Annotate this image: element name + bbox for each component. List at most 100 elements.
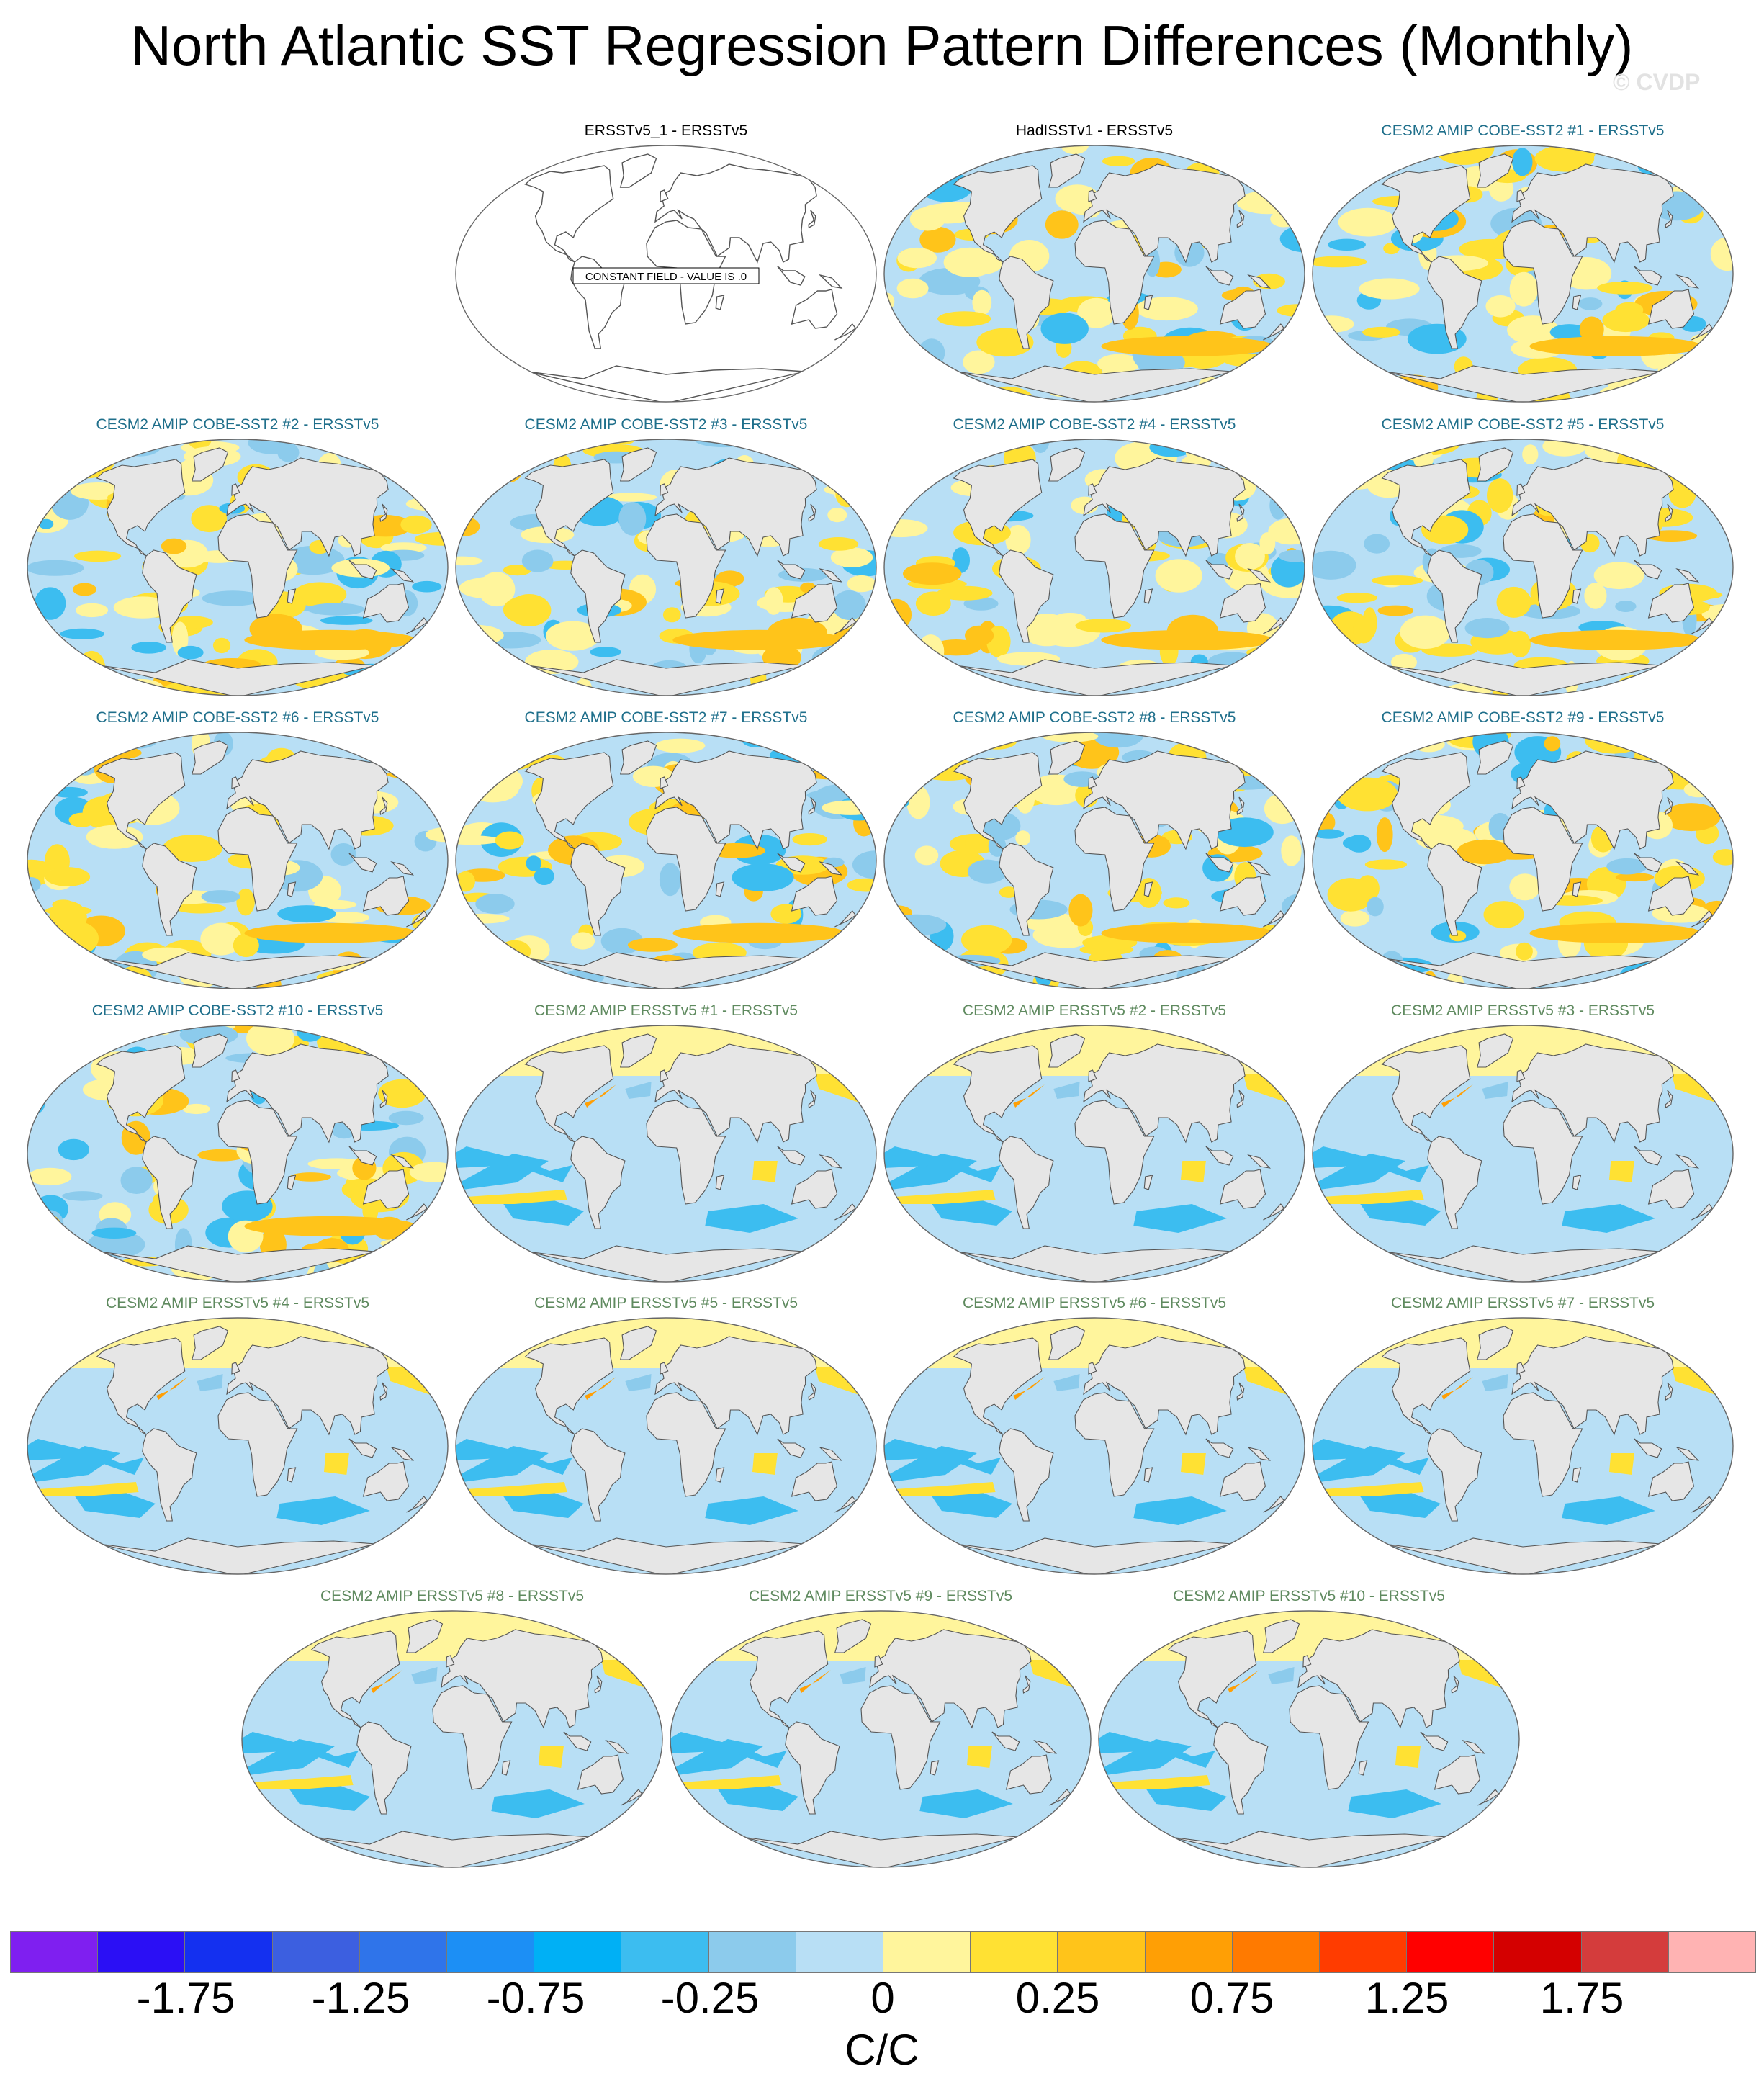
land-antarctica bbox=[1384, 952, 1662, 989]
land-nz bbox=[1691, 323, 1714, 341]
land-nz bbox=[1691, 1203, 1714, 1221]
map-panel: CESM2 AMIP COBE-SST2 #9 - ERSSTv5 bbox=[1311, 709, 1734, 990]
land-antarctica bbox=[1384, 1537, 1662, 1574]
map-panel: CESM2 AMIP ERSSTv5 #10 - ERSSTv5 bbox=[1097, 1588, 1521, 1869]
panel-title: CESM2 AMIP ERSSTv5 #3 - ERSSTv5 bbox=[1390, 1002, 1655, 1019]
map-panel: ERSSTv5_1 - ERSSTv5 CONSTANT FIELD - VALU… bbox=[454, 122, 878, 403]
land-japan bbox=[1665, 210, 1673, 228]
land-madagascar bbox=[1143, 881, 1153, 897]
land-indonesia bbox=[1634, 560, 1662, 580]
land-japan bbox=[1236, 503, 1245, 522]
colorbar-box bbox=[621, 1931, 709, 1973]
land-namerica bbox=[739, 1630, 829, 1728]
land-antarctica bbox=[527, 1245, 805, 1282]
land-australia bbox=[1219, 583, 1266, 623]
colorbar-units: C/C bbox=[845, 2026, 919, 2074]
land-antarctica bbox=[99, 1245, 377, 1282]
land-newguinea bbox=[1247, 861, 1272, 876]
map-panel: CESM2 AMIP ERSSTv5 #3 - ERSSTv5 bbox=[1311, 1002, 1734, 1283]
land-indonesia bbox=[777, 560, 806, 580]
land-newguinea bbox=[1675, 567, 1700, 583]
land-madagascar bbox=[1143, 588, 1153, 604]
land-indonesia bbox=[348, 853, 377, 873]
world-map bbox=[454, 1024, 878, 1283]
land-samerica bbox=[1427, 1428, 1482, 1522]
land-indonesia bbox=[1634, 266, 1662, 286]
panel-title: CESM2 AMIP COBE-SST2 #9 - ERSSTv5 bbox=[1381, 709, 1665, 726]
land-greenland bbox=[405, 1619, 444, 1653]
land-greenland bbox=[1476, 1033, 1514, 1068]
land-japan bbox=[1665, 1090, 1673, 1108]
panel-title: CESM2 AMIP COBE-SST2 #1 - ERSSTv5 bbox=[1381, 122, 1665, 139]
land-uk bbox=[660, 1362, 669, 1375]
land-samerica bbox=[999, 1428, 1054, 1522]
land-namerica bbox=[524, 1337, 614, 1435]
colorbar-tick-label: 1.75 bbox=[1539, 1974, 1624, 2022]
land-africa bbox=[1074, 220, 1155, 325]
land-antarctica bbox=[1384, 365, 1662, 402]
panel-title: CESM2 AMIP ERSSTv5 #10 - ERSSTv5 bbox=[1173, 1588, 1445, 1604]
land-australia bbox=[791, 1169, 838, 1209]
land-antarctica bbox=[1170, 1831, 1448, 1867]
land-newguinea bbox=[1675, 861, 1700, 876]
land-madagascar bbox=[1143, 1175, 1153, 1190]
panel-title: CESM2 AMIP ERSSTv5 #7 - ERSSTv5 bbox=[1390, 1295, 1655, 1311]
land-madagascar bbox=[1358, 1760, 1368, 1776]
land-indonesia bbox=[1634, 1438, 1662, 1458]
land-antarctica bbox=[955, 365, 1233, 402]
panel-title: CESM2 AMIP COBE-SST2 #6 - ERSSTv5 bbox=[96, 709, 379, 726]
land-australia bbox=[1219, 1461, 1266, 1501]
land-uk bbox=[660, 1069, 669, 1082]
land-antarctica bbox=[955, 1537, 1233, 1574]
land-namerica bbox=[96, 459, 186, 557]
land-newguinea bbox=[605, 1739, 629, 1754]
land-indonesia bbox=[1205, 1146, 1234, 1166]
land-samerica bbox=[570, 549, 626, 643]
land-namerica bbox=[524, 459, 614, 557]
land-australia bbox=[1647, 876, 1695, 916]
land-namerica bbox=[96, 1337, 186, 1435]
land-japan bbox=[808, 796, 816, 815]
land-newguinea bbox=[1247, 274, 1272, 289]
land-newguinea bbox=[1033, 1739, 1058, 1754]
world-map bbox=[1311, 438, 1734, 697]
land-japan bbox=[379, 1090, 388, 1108]
land-nz bbox=[1049, 1789, 1071, 1806]
panel-title: CESM2 AMIP ERSSTv5 #4 - ERSSTv5 bbox=[105, 1295, 370, 1311]
land-uk bbox=[1088, 1362, 1097, 1375]
land-antarctica bbox=[955, 1245, 1233, 1282]
land-madagascar bbox=[287, 881, 297, 897]
land-newguinea bbox=[1462, 1739, 1486, 1754]
colorbar bbox=[10, 1931, 1756, 1973]
panel-title: CESM2 AMIP COBE-SST2 #10 - ERSSTv5 bbox=[91, 1002, 384, 1019]
land-samerica bbox=[1427, 843, 1482, 936]
land-indonesia bbox=[1205, 853, 1234, 873]
land-uk bbox=[660, 483, 669, 496]
land-australia bbox=[1647, 1169, 1695, 1209]
land-namerica bbox=[310, 1630, 400, 1728]
land-antarctica bbox=[955, 659, 1233, 696]
land-australia bbox=[1434, 1754, 1481, 1795]
page-title: North Atlantic SST Regression Pattern Di… bbox=[130, 14, 1634, 77]
land-greenland bbox=[1048, 1033, 1086, 1068]
panel-title: CESM2 AMIP ERSSTv5 #6 - ERSSTv5 bbox=[962, 1295, 1227, 1311]
land-uk bbox=[1516, 1069, 1526, 1082]
colorbar-box bbox=[184, 1931, 273, 1973]
panel-title: CESM2 AMIP COBE-SST2 #5 - ERSSTv5 bbox=[1381, 416, 1665, 433]
land-namerica bbox=[96, 752, 186, 850]
land-greenland bbox=[1262, 1619, 1300, 1653]
map-panel: CESM2 AMIP COBE-SST2 #7 - ERSSTv5 bbox=[454, 709, 878, 990]
land-uk bbox=[1516, 189, 1526, 202]
land-samerica bbox=[1427, 549, 1482, 643]
colorbar-box bbox=[708, 1931, 796, 1973]
colorbar-tick-label: -1.75 bbox=[136, 1974, 235, 2022]
land-greenland bbox=[619, 740, 657, 775]
land-antarctica bbox=[313, 1831, 591, 1867]
land-indonesia bbox=[348, 1146, 377, 1166]
land-samerica bbox=[1213, 1721, 1269, 1815]
land-africa bbox=[646, 513, 726, 619]
land-antarctica bbox=[99, 1537, 377, 1574]
land-samerica bbox=[356, 1721, 412, 1815]
panel-title: CESM2 AMIP ERSSTv5 #9 - ERSSTv5 bbox=[748, 1588, 1013, 1604]
land-madagascar bbox=[715, 295, 725, 310]
